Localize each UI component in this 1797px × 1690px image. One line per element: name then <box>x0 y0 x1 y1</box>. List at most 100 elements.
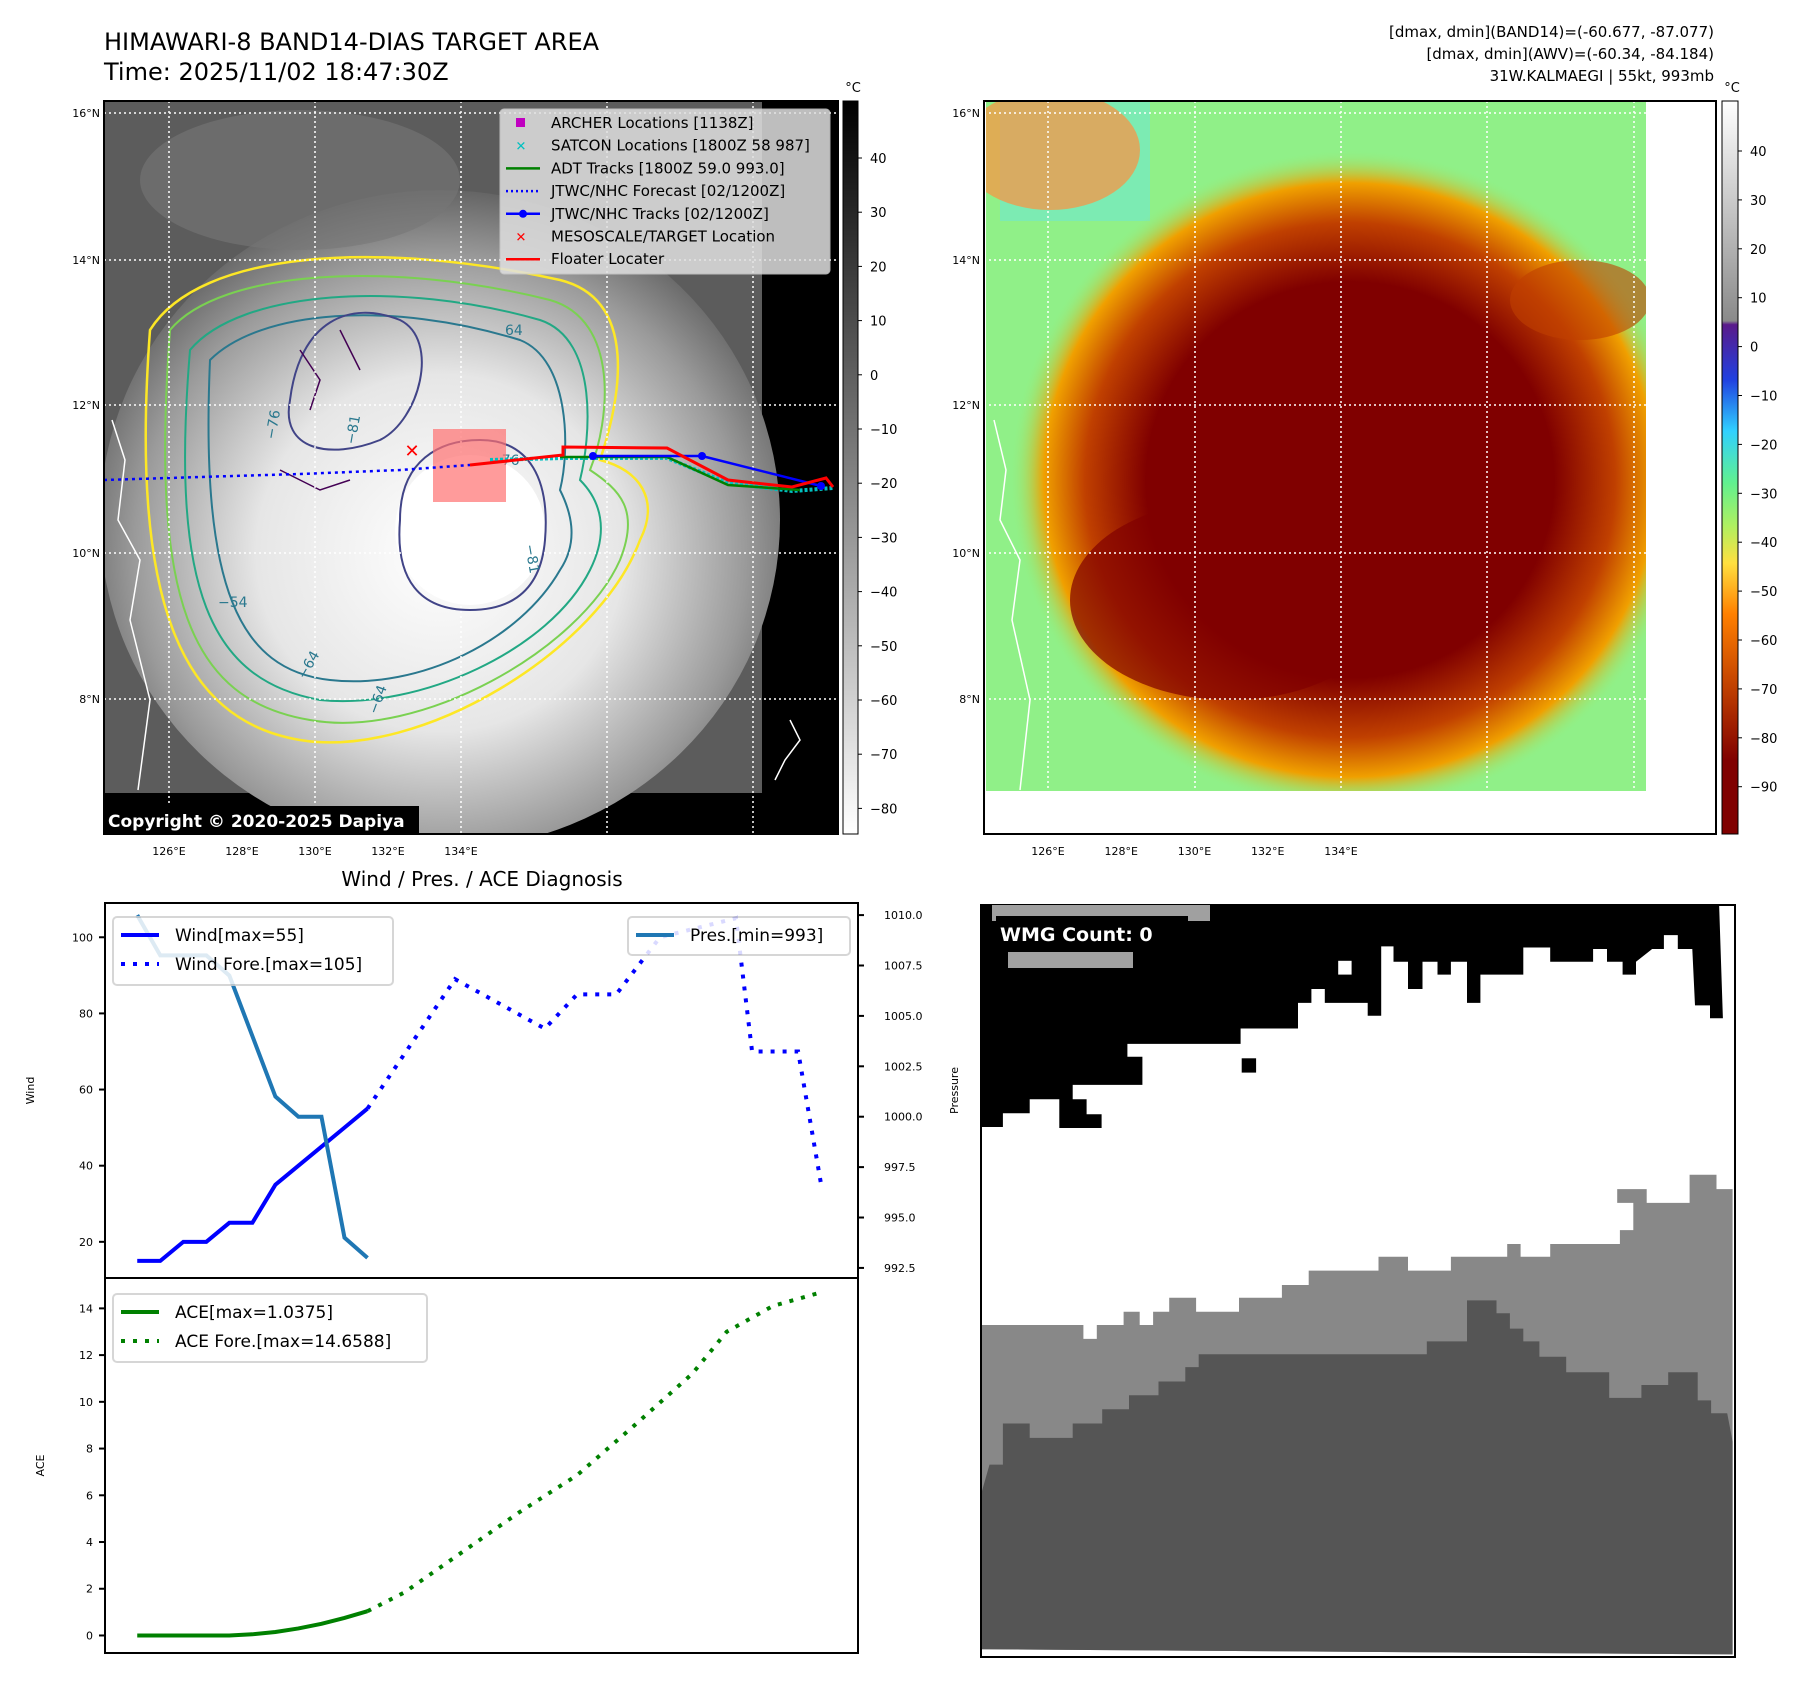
y2-axis-label: Pressure <box>948 1067 961 1114</box>
colorbar-tick: −20 <box>870 477 897 492</box>
y-tick-label: 20 <box>79 1236 93 1249</box>
map-legend: ARCHER Locations [1138Z] ✕ SATCON Location… <box>499 108 831 275</box>
colorbar-tick: 0 <box>1750 341 1758 356</box>
colorbar-tick: 30 <box>870 206 887 221</box>
lat-label: 10°N <box>952 547 980 560</box>
colorbar-tick: −90 <box>1750 781 1777 796</box>
series-ace-fore <box>366 1291 820 1613</box>
x-marker-icon: ✕ <box>516 140 527 155</box>
chart-legend: ACE[max=1.0375] ACE Fore.[max=14.6588] <box>112 1293 428 1363</box>
colorbar-tick: −30 <box>1750 487 1777 502</box>
chart-legend: Pres.[min=993] <box>627 916 851 956</box>
y2-tick-label: 1007.5 <box>884 960 923 973</box>
x-marker-icon: ✕ <box>516 231 527 246</box>
figure-time: Time: 2025/11/02 18:47:30Z <box>103 58 449 86</box>
y-tick-label: 6 <box>86 1489 93 1502</box>
y-axis-label: Wind <box>24 1077 37 1105</box>
colorbar-tick: 10 <box>1750 292 1767 307</box>
y-tick-label: 60 <box>79 1084 93 1097</box>
hot-colorbar <box>1721 100 1739 835</box>
square-marker-icon <box>516 118 525 127</box>
colorbar-tick: −70 <box>870 748 897 763</box>
lon-label: 134°E <box>444 845 477 858</box>
y-tick-label: 10 <box>79 1396 93 1409</box>
lat-label: 8°N <box>79 693 100 706</box>
contour-label: −81 <box>521 543 542 575</box>
colorbar-tick: −60 <box>1750 634 1777 649</box>
figure-title: HIMAWARI-8 BAND14-DIAS TARGET AREA <box>104 28 600 56</box>
colorbar-unit: °C <box>845 81 861 96</box>
colorbar-tick: 10 <box>870 315 887 330</box>
colorbar-tick: 40 <box>870 152 887 167</box>
colorbar-tick: −70 <box>1750 683 1777 698</box>
y2-tick-label: 1005.0 <box>884 1010 923 1023</box>
legend-label: ACE[max=1.0375] <box>175 1303 333 1323</box>
series-ace <box>137 1609 369 1638</box>
y2-tick-label: 997.5 <box>884 1161 916 1174</box>
y-tick-label: 100 <box>72 931 93 944</box>
legend-label: Wind Fore.[max=105] <box>175 955 362 975</box>
awv-range: [dmax, dmin](AWV)=(-60.34, -84.184) <box>1426 45 1714 63</box>
lat-label: 10°N <box>72 547 100 560</box>
y2-tick-label: 1010.0 <box>884 909 923 922</box>
diagnosis-title: Wind / Pres. / ACE Diagnosis <box>341 867 622 891</box>
floater-locater-track <box>469 445 835 489</box>
y-tick-label: 4 <box>86 1536 93 1549</box>
colorbar-tick: −80 <box>870 802 897 817</box>
legend-item: ADT Tracks [1800Z 59.0 993.0] <box>506 159 785 177</box>
lon-label: 132°E <box>371 845 404 858</box>
lat-label: 14°N <box>72 254 100 267</box>
lon-label: 130°E <box>298 845 331 858</box>
colorbar-tick: 40 <box>1750 145 1767 160</box>
legend-label: Floater Locater <box>551 250 665 268</box>
colorbar-tick: 30 <box>1750 194 1767 209</box>
legend-label: ARCHER Locations [1138Z] <box>551 114 754 132</box>
lon-label: 126°E <box>152 845 185 858</box>
colorbar-tick: −50 <box>870 640 897 655</box>
y2-tick-label: 1000.0 <box>884 1111 923 1124</box>
lat-label: 16°N <box>72 107 100 120</box>
contour-label: −76 <box>263 409 284 441</box>
colorbar-tick: −20 <box>1750 438 1777 453</box>
y2-tick-label: 1002.5 <box>884 1060 923 1073</box>
legend-item: JTWC/NHC Tracks [02/1200Z] <box>506 205 769 223</box>
series-wind-fore <box>365 915 824 1186</box>
lat-label: 12°N <box>72 399 100 412</box>
legend-item: JTWC/NHC Forecast [02/1200Z] <box>506 182 785 200</box>
contour-label: −81 <box>343 414 364 446</box>
copyright-text: Copyright © 2020-2025 Dapiya <box>108 812 405 832</box>
lat-label: 16°N <box>952 107 980 120</box>
lon-label: 132°E <box>1251 845 1284 858</box>
colorbar-unit: °C <box>1724 81 1740 96</box>
lat-label: 8°N <box>959 693 980 706</box>
lon-label: 126°E <box>1031 845 1064 858</box>
y-tick-label: 40 <box>79 1160 93 1173</box>
legend-item: ✕ SATCON Locations [1800Z 58 987] <box>516 137 810 155</box>
mesoscale-target-marker: ✕ <box>404 441 419 462</box>
legend-item: Floater Locater <box>506 250 665 268</box>
colorbar-tick: −10 <box>1750 390 1777 405</box>
jtwc-forecast-track <box>104 463 471 482</box>
y-tick-label: 12 <box>79 1349 93 1362</box>
wmg-count: WMG Count: 0 <box>1000 924 1153 946</box>
colorbar-tick: −40 <box>870 586 897 601</box>
y2-tick-label: 995.0 <box>884 1212 916 1225</box>
y-axis-label: ACE <box>34 1454 47 1476</box>
legend-item: ARCHER Locations [1138Z] <box>516 114 754 132</box>
legend-label: JTWC/NHC Tracks [02/1200Z] <box>550 205 769 223</box>
colorbar-tick: 0 <box>870 369 878 384</box>
y-tick-label: 80 <box>79 1007 93 1020</box>
band14-range: [dmax, dmin](BAND14)=(-60.677, -87.077) <box>1389 23 1714 41</box>
y-tick-label: 8 <box>86 1443 93 1456</box>
chart-legend: Wind[max=55] Wind Fore.[max=105] <box>112 916 394 986</box>
legend-label: SATCON Locations [1800Z 58 987] <box>551 137 810 155</box>
legend-label: MESOSCALE/TARGET Location <box>551 228 775 246</box>
lat-label: 12°N <box>952 399 980 412</box>
lat-label: 14°N <box>952 254 980 267</box>
y-tick-label: 0 <box>86 1629 93 1642</box>
legend-label: ADT Tracks [1800Z 59.0 993.0] <box>551 159 785 177</box>
legend-label: ACE Fore.[max=14.6588] <box>175 1332 391 1352</box>
series-wind <box>137 1107 369 1263</box>
y-tick-label: 2 <box>86 1583 93 1596</box>
